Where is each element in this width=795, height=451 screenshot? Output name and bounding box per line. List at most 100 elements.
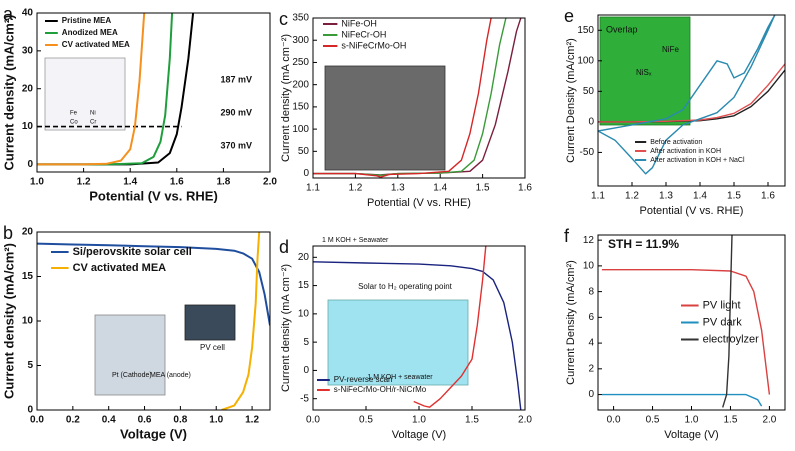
annotation: MEA (anode) xyxy=(150,372,191,379)
series-line xyxy=(598,63,785,123)
y-tick-label: 150 xyxy=(292,102,309,113)
x-tick-label: 1.0 xyxy=(209,415,223,426)
x-axis-label: Voltage (V) xyxy=(664,429,718,441)
x-tick-label: 1.4 xyxy=(123,177,137,188)
x-tick-label: 0.0 xyxy=(306,415,320,426)
annotation: Ni xyxy=(90,111,96,117)
panel-label: c xyxy=(279,9,288,29)
panel-label: e xyxy=(564,6,574,26)
inset-image xyxy=(599,16,691,126)
annotation: Fe xyxy=(70,111,78,117)
x-tick-label: 1.6 xyxy=(518,183,532,194)
y-tick-label: 10 xyxy=(22,121,34,132)
y-axis-label: Current density (mA/cm²) xyxy=(1,14,16,170)
panel: 1.0 1.2 1.4 1.6 1.8 2.0 0 10 20 30 40 Potential (V … xyxy=(1,4,277,204)
x-tick-label: 1.5 xyxy=(724,415,738,426)
x-tick-label: 2.0 xyxy=(518,415,532,426)
y-tick-label: 0 xyxy=(303,168,309,179)
series-group xyxy=(313,18,522,178)
x-tick-label: 2.0 xyxy=(762,415,776,426)
annotation: Solar to H₂ operating point xyxy=(358,282,453,291)
series-group xyxy=(601,235,771,408)
annotation: PV cell xyxy=(200,343,225,352)
legend-label: electroylzer xyxy=(703,333,760,345)
x-tick-label: 0.5 xyxy=(646,415,660,426)
series-line xyxy=(313,18,492,178)
x-tick-label: 0.5 xyxy=(359,415,373,426)
legend-label: After activation in KOH + NaCl xyxy=(650,157,745,164)
legend-label: PV-reverse scan xyxy=(334,375,393,384)
inset-image xyxy=(184,304,236,341)
x-tick-label: 0.4 xyxy=(102,415,116,426)
annotation: NiFe xyxy=(662,45,679,54)
y-axis-label: Current density (mA cm⁻²) xyxy=(280,34,292,162)
annotation: STH = 11.9% xyxy=(608,237,679,251)
x-axis-label: Voltage (V) xyxy=(120,426,187,441)
series-group xyxy=(37,232,270,410)
y-tick-label: 0 xyxy=(27,405,33,416)
annotation: 370 mV xyxy=(220,140,252,150)
x-tick-label: 0.0 xyxy=(30,415,44,426)
panel-label: d xyxy=(279,237,289,257)
panel: 0.0 0.2 0.4 0.6 0.8 1.0 1.2 0 5 10 15 20 Voltage (V)… xyxy=(1,223,271,441)
legend-label: PV dark xyxy=(703,316,743,328)
annotation: Cr xyxy=(90,120,96,126)
y-tick-label: 250 xyxy=(292,57,309,68)
y-tick-label: 0 xyxy=(588,117,594,128)
series-line xyxy=(221,232,261,410)
x-tick-label: 1.0 xyxy=(412,415,426,426)
series-line xyxy=(722,235,733,408)
x-tick-label: 1.4 xyxy=(433,183,447,194)
x-tick-label: 0.8 xyxy=(173,415,187,426)
series-line xyxy=(313,261,522,410)
y-tick-label: 0 xyxy=(27,159,33,170)
plot-frame xyxy=(312,17,526,179)
annotation: Overlap xyxy=(606,24,638,34)
series-group xyxy=(37,13,195,166)
y-tick-label: 5 xyxy=(27,360,33,371)
annotation: 1 M KOH + Seawater xyxy=(322,237,389,244)
x-tick-label: 1.2 xyxy=(625,191,639,202)
panel: 1.1 1.2 1.3 1.4 1.5 1.6 0 50 100 150 200 250 300 350 P… xyxy=(279,9,532,209)
legend-label: CV activated MEA xyxy=(73,262,167,274)
y-tick-label: 50 xyxy=(298,146,310,157)
annotation: 290 mV xyxy=(220,107,252,117)
y-tick-label: 12 xyxy=(583,235,595,246)
annotation: 187 mV xyxy=(220,74,252,84)
y-tick-label: 20 xyxy=(22,227,34,238)
y-tick-label: 5 xyxy=(303,337,309,348)
x-tick-label: 1.1 xyxy=(591,191,605,202)
series-group xyxy=(598,15,785,175)
y-tick-label: 30 xyxy=(22,45,34,56)
y-tick-label: 6 xyxy=(588,312,594,323)
inset-image xyxy=(327,299,469,386)
x-tick-label: 1.0 xyxy=(30,177,44,188)
series-line xyxy=(598,15,776,175)
y-tick-label: 20 xyxy=(22,83,34,94)
inset-image xyxy=(94,314,166,396)
panel: 0.0 0.5 1.0 1.5 2.0 0 2 4 6 8 10 12 Voltage (V) Curre… xyxy=(564,226,786,441)
x-tick-label: 1.3 xyxy=(391,183,405,194)
plot-frame xyxy=(597,14,786,187)
x-tick-label: 0.6 xyxy=(138,415,152,426)
y-tick-label: 350 xyxy=(292,13,309,24)
inset-image xyxy=(44,57,126,131)
legend-label: Si/perovskite solar cell xyxy=(73,246,192,258)
legend-label: PV light xyxy=(703,299,741,311)
legend-label: s-NiFeCrMo-OH/r-NiCrMo xyxy=(334,385,427,394)
x-axis-label: Potential (V vs. RHE) xyxy=(367,197,471,209)
y-axis-label: Current density (mA/cm²) xyxy=(1,243,16,399)
series-line xyxy=(37,13,174,166)
panel-label: a xyxy=(3,4,14,24)
legend-label: NiFeCr-OH xyxy=(341,29,386,39)
legend-label: NiFe-OH xyxy=(341,18,377,28)
panel: 0.0 0.5 1.0 1.5 2.0 -5 0 5 10 15 20 Voltage (V) Curr… xyxy=(279,237,532,441)
x-tick-label: 2.0 xyxy=(263,177,277,188)
x-tick-label: 1.2 xyxy=(348,183,362,194)
legend-label: Before activation xyxy=(650,139,702,146)
series-line xyxy=(601,269,771,395)
legend-label: CV activated MEA xyxy=(62,40,130,49)
x-tick-label: 0.2 xyxy=(66,415,80,426)
annotation: 1 M KOH + seawater xyxy=(367,374,433,381)
